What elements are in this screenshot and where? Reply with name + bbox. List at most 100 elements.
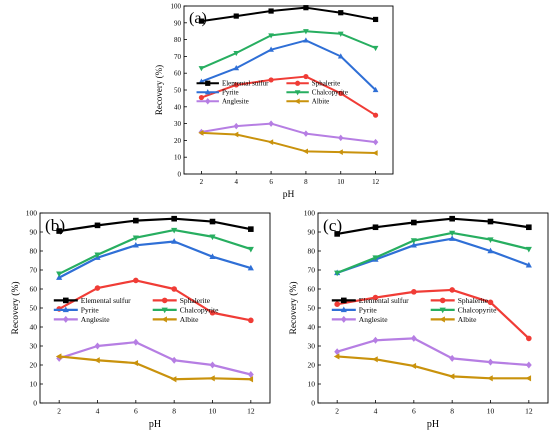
data-point: [372, 45, 379, 52]
y-axis-label: Recovery (%): [10, 281, 21, 334]
series-anglesite: [198, 120, 379, 146]
legend-swatch-marker: [161, 297, 168, 304]
y-axis-label: Recovery (%): [288, 281, 299, 334]
data-point: [525, 375, 532, 382]
series-line: [201, 30, 376, 70]
data-point: [133, 277, 139, 284]
data-point: [372, 150, 378, 156]
data-point: [449, 235, 456, 241]
y-tick-label: 80: [308, 247, 316, 256]
x-tick-label: 12: [247, 407, 255, 416]
legend-label: Anglesite: [222, 98, 249, 106]
data-point: [268, 46, 274, 52]
data-point: [372, 16, 379, 23]
legend-label: Anglesite: [81, 315, 110, 324]
legend-item-elemental-sulfur: Elemental sulfur: [331, 296, 409, 305]
legend: Elemental sulfur Sphalerite Pyrite Chalcopy…: [331, 296, 497, 324]
x-tick-label: 10: [337, 178, 345, 186]
x-axis-label: pH: [427, 419, 439, 430]
data-point: [372, 138, 379, 146]
data-point: [198, 94, 205, 101]
x-tick-label: 2: [335, 407, 339, 416]
x-tick-label: 2: [57, 407, 61, 416]
data-point: [372, 336, 379, 344]
legend-item-chalcopyrite: Chalcopyrite: [286, 89, 348, 97]
data-point: [170, 376, 177, 383]
legend-item-sphalerite: Sphalerite: [286, 80, 340, 88]
series-line: [336, 217, 529, 235]
data-point: [132, 338, 139, 346]
data-point: [248, 317, 254, 324]
y-tick-label: 20: [308, 361, 316, 370]
data-point: [338, 90, 344, 96]
legend-item-chalcopyrite: Chalcopyrite: [430, 306, 497, 315]
y-tick-label: 50: [174, 86, 182, 94]
data-point: [526, 224, 532, 231]
legend-label: Albite: [180, 315, 199, 324]
y-tick-label: 30: [308, 342, 316, 351]
legend-swatch-marker: [204, 89, 211, 95]
data-point: [334, 270, 341, 277]
x-tick-label: 12: [525, 407, 533, 416]
legend-swatch-marker: [205, 80, 211, 86]
legend-swatch-marker: [161, 307, 168, 314]
series-line: [58, 229, 252, 275]
series-albite: [55, 353, 254, 383]
legend-swatch-marker: [340, 306, 347, 313]
data-point: [337, 149, 343, 156]
series-chalcopyrite: [56, 227, 254, 278]
data-point: [268, 77, 274, 83]
data-point: [372, 86, 379, 93]
legend-swatch-marker: [295, 80, 301, 86]
series-line: [59, 355, 251, 381]
plot-frame: [39, 212, 271, 404]
series-line: [201, 6, 376, 23]
data-point: [171, 227, 178, 234]
y-tick-label: 60: [30, 285, 38, 294]
legend-swatch-marker: [161, 316, 167, 323]
legend-swatch-marker: [205, 98, 211, 105]
legend-item-elemental-sulfur: Elemental sulfur: [53, 296, 131, 305]
legend-label: Chalcopyrite: [180, 306, 219, 315]
data-point: [372, 224, 379, 231]
legend-item-albite: Albite: [152, 315, 199, 324]
series-sphalerite: [334, 287, 532, 342]
data-point: [56, 271, 63, 278]
series-albite: [198, 129, 378, 156]
data-point: [94, 222, 101, 229]
data-point: [209, 375, 215, 382]
data-point: [56, 228, 62, 234]
legend-label: Elemental sulfur: [81, 296, 131, 305]
legend-label: Pyrite: [81, 306, 100, 315]
series-line: [336, 237, 530, 274]
data-point: [233, 131, 239, 138]
data-point: [233, 82, 239, 88]
y-tick-label: 80: [30, 247, 38, 256]
y-tick-label: 30: [30, 342, 38, 351]
data-point: [334, 231, 340, 237]
y-tick-label: 70: [308, 266, 316, 275]
series-line: [337, 355, 529, 380]
data-point: [233, 65, 240, 71]
data-point: [209, 218, 216, 225]
x-tick-label: 4: [235, 178, 239, 186]
y-tick-label: 50: [308, 304, 316, 313]
data-point: [55, 353, 62, 360]
data-point: [171, 286, 177, 292]
data-point: [525, 361, 532, 369]
data-point: [171, 356, 178, 364]
data-point: [233, 50, 240, 57]
data-point: [411, 289, 417, 295]
x-tick-label: 8: [304, 178, 308, 186]
y-tick-label: 0: [33, 399, 37, 408]
data-point: [94, 357, 100, 364]
data-point: [334, 348, 341, 356]
legend: Elemental sulfur Sphalerite Pyrite Chalcopy…: [196, 80, 348, 106]
data-point: [247, 246, 254, 253]
legend-item-albite: Albite: [430, 315, 477, 324]
data-point: [209, 309, 216, 316]
legend-label: Sphalerite: [180, 296, 211, 305]
data-point: [487, 237, 494, 243]
legend-swatch-marker: [439, 307, 446, 314]
x-axis-label: pH: [283, 190, 295, 200]
